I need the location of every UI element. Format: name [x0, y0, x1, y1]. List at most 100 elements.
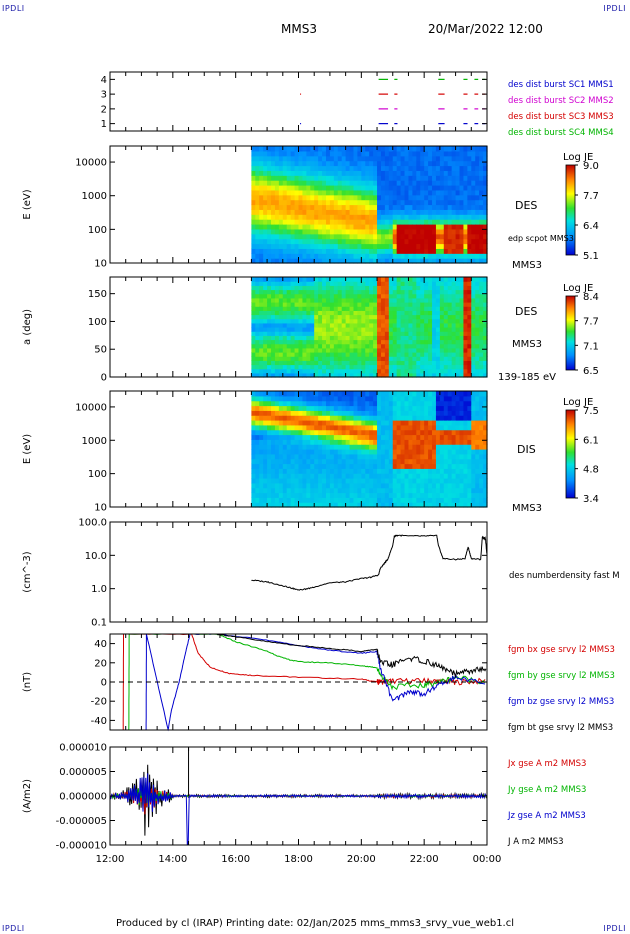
- dis_energy-side-label: DIS: [517, 443, 536, 456]
- spectrogram-layer: [251, 146, 488, 508]
- des_pitch-colorbar-tick-label: 8.4: [583, 292, 599, 303]
- des_pitch-colorbar-tick-label: 7.1: [583, 341, 599, 352]
- current-y-tick-label: 0.000010: [59, 743, 107, 754]
- des_energy-time-ticks: [109, 146, 488, 263]
- current-y-ticks: [110, 746, 487, 846]
- des_pitch-colorbar-title: Log JE: [563, 283, 593, 294]
- corner-label-bottom-left: IPDLI: [2, 924, 25, 933]
- des_energy-y-axis-title: E (eV): [22, 189, 33, 219]
- dis_energy-y-tick-label: 1000: [82, 436, 107, 447]
- burst-label: des dist burst SC1 MMS1: [508, 80, 614, 90]
- bfield-side-label: fgm by gse srvy l2 MMS3: [508, 671, 615, 681]
- burst-label: des dist burst SC2 MMS2: [508, 96, 614, 106]
- bfield-y-tick-label: -40: [91, 716, 107, 727]
- time-axis-label: 14:00: [158, 854, 187, 865]
- dis_energy-spectrogram: [251, 391, 488, 508]
- des_energy-spectrogram: [251, 146, 488, 264]
- bfield-y-tick-label: 20: [94, 658, 107, 669]
- current-y-tick-label: 0.000005: [59, 767, 107, 778]
- bfield-y-tick-label: -20: [91, 697, 107, 708]
- corner-label-top-right: IPDLI: [603, 4, 626, 13]
- bfield-side-label: fgm bz gse srvy l2 MMS3: [508, 697, 614, 707]
- des_pitch-spectrogram: [251, 277, 488, 378]
- current-y-axis-title: (A/m2): [22, 779, 33, 813]
- time-axis-label: 12:00: [96, 854, 125, 865]
- density-y-tick-label: 1.0: [91, 584, 107, 595]
- current-y-tick-label: -0.000005: [56, 816, 107, 827]
- bfield-time-ticks: [109, 634, 488, 730]
- burst-y-tick-label: 2: [101, 104, 107, 115]
- density-y-ticks: [110, 521, 487, 623]
- burst-y-tick-label: 3: [101, 90, 107, 101]
- time-axis-label: 18:00: [284, 854, 313, 865]
- dis_energy-time-ticks: [109, 391, 488, 507]
- des_energy-side-label: MMS3: [512, 260, 542, 271]
- des_energy-colorbar-tick-label: 6.4: [583, 221, 599, 232]
- des_energy-colorbar-tick-label: 5.1: [583, 251, 599, 262]
- dis_energy-y-tick-label: 10000: [75, 402, 107, 413]
- current-y-tick-label: -0.000010: [56, 841, 107, 852]
- burst-y-ticks: [110, 78, 487, 125]
- current-y-tick-label: 0.000000: [59, 792, 107, 803]
- dis_energy-colorbar-tick-label: 6.1: [583, 435, 599, 446]
- bfield-series-line: [128, 633, 486, 731]
- dis_energy-colorbar: [565, 409, 576, 499]
- des_energy-colorbar: [565, 164, 576, 256]
- des_pitch-side-label: 139-185 eV: [498, 372, 556, 383]
- current-side-label: Jx gse A m2 MMS3: [507, 759, 586, 769]
- dis_energy-y-tick-label: 10: [94, 503, 107, 514]
- current-side-label: Jz gse A m2 MMS3: [507, 811, 586, 821]
- time-axis-label: 20:00: [347, 854, 376, 865]
- label-layer: 1 2 3 4 des dist burst SC1 MMS1 des dist burs…: [22, 75, 620, 865]
- burst-time-ticks: [109, 72, 488, 131]
- series-layer: [109, 78, 488, 846]
- bfield-side-label: fgm bt gse srvy l2 MMS3: [508, 723, 613, 733]
- bfield-side-label: fgm bx gse srvy l2 MMS3: [508, 645, 615, 655]
- des_pitch-y-tick-label: 0: [101, 373, 107, 384]
- dis_energy-colorbar-tick-label: 7.5: [583, 406, 599, 417]
- corner-label-top-left: IPDLI: [2, 4, 25, 13]
- des_energy-y-tick-label: 100: [88, 225, 107, 236]
- des_pitch-y-axis-title: a (deg): [22, 309, 33, 345]
- bfield-y-tick-label: 0: [101, 678, 107, 689]
- footer-credit: Produced by cl (IRAP) Printing date: 02/…: [115, 918, 515, 929]
- des_energy-y-tick-label: 1000: [82, 191, 107, 202]
- time-axis-label: 00:00: [473, 854, 502, 865]
- bfield-series-line: [216, 633, 487, 679]
- density-series-line: [251, 534, 488, 591]
- density-side-label: des numberdensity fast M: [509, 571, 620, 581]
- des_pitch-colorbar-tick-label: 6.5: [583, 366, 599, 377]
- des_pitch-y-tick-label: 50: [94, 345, 107, 356]
- des_pitch-colorbar-tick-label: 7.7: [583, 317, 599, 328]
- des_pitch-side-label: DES: [515, 305, 537, 318]
- des_energy-y-ticks: [110, 161, 487, 264]
- des_energy-y-tick-label: 10: [94, 259, 107, 270]
- burst-y-tick-label: 1: [101, 119, 107, 130]
- density-y-tick-label: 100.0: [78, 518, 107, 529]
- des_energy-colorbar-tick-label: 9.0: [583, 161, 599, 172]
- des_pitch-y-tick-label: 100: [88, 317, 107, 328]
- bfield-series-line: [122, 633, 486, 730]
- current-side-label: Jy gse A m2 MMS3: [507, 785, 586, 795]
- density-y-tick-label: 0.1: [91, 618, 107, 629]
- current-series-line: [109, 773, 488, 846]
- dis_energy-y-ticks: [110, 406, 487, 508]
- dis_energy-y-tick-label: 100: [88, 469, 107, 480]
- bfield-y-axis-title: (nT): [22, 672, 33, 692]
- des_energy-side-label: edp scpot MMS3: [508, 234, 574, 243]
- bfield-series-line: [145, 633, 486, 732]
- des_energy-side-label: DES: [515, 199, 537, 212]
- des_pitch-y-tick-label: 150: [88, 289, 107, 300]
- des_pitch-colorbar: [565, 295, 576, 371]
- current-side-label: J A m2 MMS3: [507, 837, 564, 847]
- dis_energy-side-label: MMS3: [512, 503, 542, 514]
- date-title: 20/Mar/2022 12:00: [428, 22, 543, 36]
- des_pitch-y-ticks: [110, 293, 487, 378]
- dis_energy-y-axis-title: E (eV): [22, 434, 33, 464]
- axes-layer: [109, 71, 578, 846]
- des_energy-y-tick-label: 10000: [75, 158, 107, 169]
- burst-label: des dist burst SC4 MMS4: [508, 128, 614, 138]
- burst-y-tick-label: 4: [101, 75, 107, 86]
- spacecraft-title: MMS3: [281, 22, 317, 36]
